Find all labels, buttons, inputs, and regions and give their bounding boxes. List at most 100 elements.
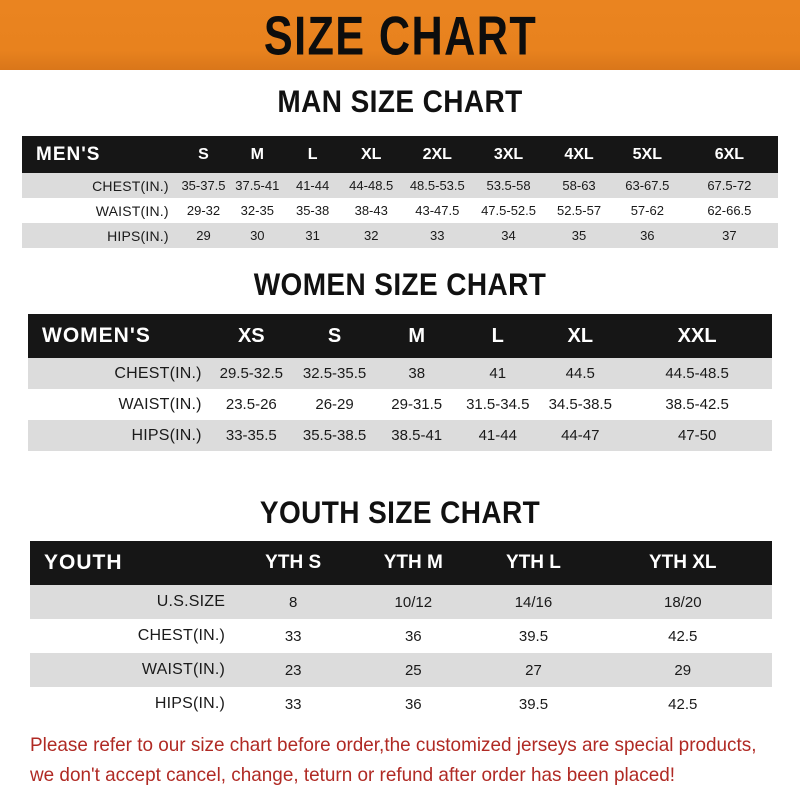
table-cell: 33: [233, 619, 354, 653]
row-label: CHEST(IN.): [22, 173, 177, 198]
column-header-l: L: [284, 136, 341, 173]
column-header-5xl: 5XL: [613, 136, 681, 173]
column-header-m: M: [230, 136, 285, 173]
table-cell: 32: [340, 223, 402, 248]
men-table-body: CHEST(IN.) 35-37.5 37.5-41 41-44 44-48.5 48.5…: [22, 173, 778, 248]
table-row: HIPS(IN.) 33 36 39.5 42.5: [30, 687, 772, 721]
table-cell: 39.5: [473, 619, 594, 653]
table-cell: 44-48.5: [340, 173, 402, 198]
page-title: SIZE CHART: [263, 4, 537, 66]
table-cell: 33-35.5: [209, 420, 293, 451]
table-cell: 34.5-38.5: [538, 389, 623, 420]
row-label: WAIST(IN.): [22, 198, 177, 223]
table-cell: 58-63: [544, 173, 614, 198]
table-header-row: MEN'S S M L XL 2XL 3XL 4XL 5XL 6XL: [22, 136, 778, 173]
table-cell: 33: [401, 223, 473, 248]
column-header-2xl: 2XL: [401, 136, 473, 173]
row-label: CHEST(IN.): [30, 619, 234, 653]
column-header-yth-s: YTH S: [233, 541, 354, 585]
table-cell: 31.5-34.5: [457, 389, 539, 420]
header-banner: SIZE CHART: [0, 0, 800, 70]
table-cell: 67.5-72: [680, 173, 778, 198]
table-cell: 44.5: [538, 358, 623, 389]
row-label: CHEST(IN.): [28, 358, 210, 389]
table-cell: 39.5: [473, 687, 594, 721]
men-size-table: MEN'S S M L XL 2XL 3XL 4XL 5XL 6XL CHEST(IN.) 35-3…: [22, 136, 778, 248]
row-label: U.S.SIZE: [30, 585, 234, 619]
table-cell: 30: [230, 223, 285, 248]
table-cell: 36: [353, 687, 474, 721]
table-cell: 37: [680, 223, 778, 248]
table-corner-label: WOMEN'S: [28, 314, 210, 358]
table-row: U.S.SIZE 8 10/12 14/16 18/20: [30, 585, 772, 619]
table-cell: 35: [544, 223, 614, 248]
table-corner-label: MEN'S: [22, 136, 177, 173]
women-size-table: WOMEN'S XS S M L XL XXL CHEST(IN.) 29.5-32.5 32.…: [28, 314, 772, 451]
table-cell: 37.5-41: [230, 173, 285, 198]
table-cell: 25: [353, 653, 474, 687]
women-table-header: WOMEN'S XS S M L XL XXL: [28, 314, 772, 358]
table-cell: 23: [233, 653, 354, 687]
table-cell: 8: [233, 585, 354, 619]
table-cell: 38-43: [340, 198, 402, 223]
table-cell: 44-47: [538, 420, 623, 451]
table-cell: 29: [176, 223, 231, 248]
table-cell: 42.5: [593, 687, 772, 721]
table-row: WAIST(IN.) 29-32 32-35 35-38 38-43 43-47.5 47.…: [22, 198, 778, 223]
women-table-body: CHEST(IN.) 29.5-32.5 32.5-35.5 38 41 44.5 44.5…: [28, 358, 772, 451]
table-cell: 32.5-35.5: [292, 358, 377, 389]
table-row: CHEST(IN.) 33 36 39.5 42.5: [30, 619, 772, 653]
table-cell: 33: [233, 687, 354, 721]
row-label: WAIST(IN.): [28, 389, 210, 420]
table-cell: 44.5-48.5: [622, 358, 772, 389]
table-cell: 47-50: [622, 420, 772, 451]
table-cell: 18/20: [593, 585, 772, 619]
table-header-row: YOUTH YTH S YTH M YTH L YTH XL: [30, 541, 772, 585]
column-header-xl: XL: [538, 314, 623, 358]
column-header-3xl: 3XL: [472, 136, 545, 173]
youth-table-header: YOUTH YTH S YTH M YTH L YTH XL: [30, 541, 772, 585]
youth-size-table: YOUTH YTH S YTH M YTH L YTH XL U.S.SIZE 8 10/1…: [30, 541, 772, 721]
column-header-yth-m: YTH M: [353, 541, 474, 585]
table-cell: 43-47.5: [401, 198, 473, 223]
table-cell: 23.5-26: [209, 389, 293, 420]
section-title-women: WOMEN SIZE CHART: [253, 267, 547, 302]
row-label: WAIST(IN.): [30, 653, 234, 687]
table-cell: 36: [353, 619, 474, 653]
column-header-xs: XS: [209, 314, 293, 358]
table-cell: 62-66.5: [680, 198, 778, 223]
column-header-m: M: [376, 314, 458, 358]
column-header-6xl: 6XL: [680, 136, 778, 173]
column-header-4xl: 4XL: [544, 136, 614, 173]
table-cell: 38.5-41: [376, 420, 458, 451]
disclaimer-line-2: we don't accept cancel, change, teturn o…: [30, 764, 676, 786]
table-cell: 38.5-42.5: [622, 389, 772, 420]
table-cell: 14/16: [473, 585, 594, 619]
table-cell: 42.5: [593, 619, 772, 653]
youth-table-body: U.S.SIZE 8 10/12 14/16 18/20 CHEST(IN.) 33 36 39…: [30, 585, 772, 721]
column-header-xl: XL: [340, 136, 402, 173]
section-title-youth: YOUTH SIZE CHART: [259, 495, 541, 530]
table-cell: 31: [284, 223, 341, 248]
row-label: HIPS(IN.): [28, 420, 210, 451]
men-table-header: MEN'S S M L XL 2XL 3XL 4XL 5XL 6XL: [22, 136, 778, 173]
table-row: CHEST(IN.) 35-37.5 37.5-41 41-44 44-48.5 48.5…: [22, 173, 778, 198]
table-cell: 53.5-58: [472, 173, 545, 198]
column-header-yth-l: YTH L: [473, 541, 594, 585]
table-row: HIPS(IN.) 33-35.5 35.5-38.5 38.5-41 41-44 44-…: [28, 420, 772, 451]
table-header-row: WOMEN'S XS S M L XL XXL: [28, 314, 772, 358]
disclaimer-line-1: Please refer to our size chart before or…: [30, 734, 757, 756]
table-row: WAIST(IN.) 23.5-26 26-29 29-31.5 31.5-34.5 34…: [28, 389, 772, 420]
row-label: HIPS(IN.): [22, 223, 177, 248]
section-title-man: MAN SIZE CHART: [277, 84, 523, 119]
column-header-s: S: [292, 314, 377, 358]
table-cell: 47.5-52.5: [472, 198, 545, 223]
table-cell: 34: [472, 223, 545, 248]
table-cell: 48.5-53.5: [401, 173, 473, 198]
table-cell: 52.5-57: [544, 198, 614, 223]
row-label: HIPS(IN.): [30, 687, 234, 721]
table-cell: 36: [613, 223, 681, 248]
table-cell: 41-44: [457, 420, 539, 451]
table-cell: 35.5-38.5: [292, 420, 377, 451]
table-cell: 26-29: [292, 389, 377, 420]
